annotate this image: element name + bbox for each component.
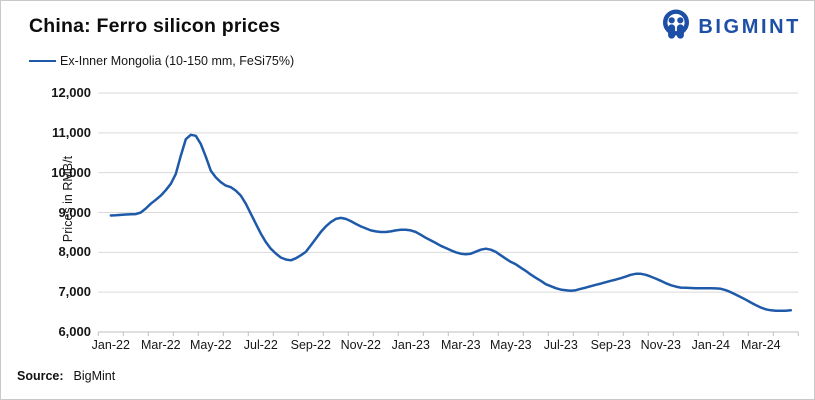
x-tick-label: Nov-22 <box>340 338 381 352</box>
x-tick-label: Sep-23 <box>590 338 631 352</box>
x-tick-label: Mar-24 <box>741 338 781 352</box>
price-series-line <box>109 133 793 312</box>
y-tick-label: 7,000 <box>58 284 91 300</box>
y-tick-label: 11,000 <box>51 124 91 140</box>
y-tick-label: 9,000 <box>58 204 91 220</box>
x-tick-label: Nov-23 <box>640 338 681 352</box>
x-tick-label: Mar-22 <box>141 338 181 352</box>
x-tick-label: Jul-23 <box>543 338 578 352</box>
legend: Ex-Inner Mongolia (10-150 mm, FeSi75%) <box>29 54 294 68</box>
x-tick-label: Jan-24 <box>691 338 730 352</box>
x-tick-label: Mar-23 <box>441 338 481 352</box>
y-tick-label: 6,000 <box>58 324 91 339</box>
x-tick-label: Jan-22 <box>91 338 130 352</box>
brand-logo-text: BIGMINT <box>698 15 801 38</box>
source-label: Source: <box>17 369 64 383</box>
legend-line-swatch <box>29 60 56 62</box>
x-tick-label: May-22 <box>189 338 232 352</box>
source-row: Source: BigMint <box>17 369 115 383</box>
x-tick-label: May-23 <box>489 338 532 352</box>
x-tick-label: Jul-22 <box>243 338 278 352</box>
x-tick-label: Sep-22 <box>290 338 331 352</box>
x-tick-label: Jan-23 <box>391 338 430 352</box>
y-tick-label: 8,000 <box>58 244 91 260</box>
legend-series-label: Ex-Inner Mongolia (10-150 mm, FeSi75%) <box>60 54 295 68</box>
brand-logo: BIGMINT <box>661 9 801 45</box>
source-value: BigMint <box>73 369 116 383</box>
y-tick-label: 12,000 <box>51 85 91 100</box>
y-tick-label: 10,000 <box>51 164 91 180</box>
page-title: China: Ferro silicon prices <box>29 15 281 37</box>
bigmint-logo-icon <box>663 9 690 39</box>
